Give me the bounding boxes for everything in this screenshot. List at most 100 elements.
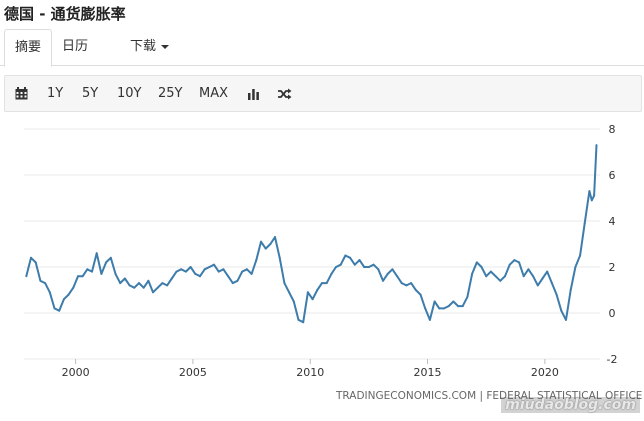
data-point: [236, 279, 239, 282]
tab-summary[interactable]: 摘要: [4, 29, 52, 67]
data-point: [457, 305, 460, 308]
data-point: [424, 307, 427, 310]
calendar-icon[interactable]: [15, 76, 28, 111]
y-tick-label: 6: [609, 169, 616, 182]
data-point: [48, 291, 51, 294]
data-point: [325, 282, 328, 285]
data-point: [499, 279, 502, 282]
data-point: [133, 286, 136, 289]
data-point: [579, 254, 582, 257]
data-point: [198, 275, 201, 278]
data-point: [53, 307, 56, 310]
data-point: [590, 199, 593, 202]
data-point: [320, 282, 323, 285]
caret-down-icon: [161, 44, 170, 49]
data-point: [203, 268, 206, 271]
data-point: [433, 300, 436, 303]
data-point: [292, 300, 295, 303]
data-point: [410, 282, 413, 285]
data-point: [184, 270, 187, 273]
chart-area: -2 0 2 4 6 8 2000 2005 2010 2015 2020 TRADINGECON…: [0, 111, 644, 417]
data-point: [447, 305, 450, 308]
data-point: [25, 275, 28, 278]
x-tick-label: 2010: [296, 366, 324, 379]
data-point: [466, 295, 469, 298]
data-point: [518, 261, 521, 264]
data-point: [330, 272, 333, 275]
data-point: [269, 243, 272, 245]
data-point: [574, 266, 577, 268]
data-point: [363, 266, 366, 268]
data-point: [264, 247, 267, 250]
data-point: [72, 286, 75, 289]
x-tick-label: 2020: [531, 366, 559, 379]
y-tick-label: 0: [609, 307, 616, 320]
data-point: [123, 277, 126, 280]
range-1y-button[interactable]: 1Y: [47, 86, 64, 101]
data-point: [255, 259, 258, 262]
data-point: [419, 293, 422, 296]
data-point: [386, 272, 389, 275]
data-point: [128, 284, 131, 287]
data-point: [564, 318, 567, 321]
data-point: [485, 275, 488, 278]
data-point: [546, 270, 549, 273]
data-point: [494, 275, 497, 278]
data-point: [58, 309, 61, 312]
x-tick-label: 2005: [179, 366, 207, 379]
data-point: [560, 309, 563, 312]
data-point: [489, 270, 492, 273]
data-point: [344, 254, 347, 257]
data-point: [353, 263, 356, 266]
shuffle-icon[interactable]: [278, 76, 292, 111]
data-point: [170, 277, 173, 280]
bar-chart-icon[interactable]: [247, 76, 260, 111]
data-point: [372, 263, 375, 266]
x-axis-ticks: 2000 2005 2010 2015 2020: [62, 359, 559, 379]
y-tick-label: 8: [609, 123, 616, 136]
source-credit: TRADINGECONOMICS.COM | FEDERAL STATISTIC…: [335, 390, 642, 402]
data-point: [245, 268, 248, 271]
data-point: [381, 279, 384, 282]
data-point: [274, 236, 277, 239]
data-point: [550, 282, 553, 285]
data-point: [161, 282, 164, 285]
data-point: [513, 259, 516, 262]
data-point: [583, 222, 586, 225]
data-point: [297, 318, 300, 321]
data-point: [569, 289, 572, 291]
data-point: [311, 298, 314, 301]
data-point: [588, 190, 591, 193]
data-point: [396, 275, 399, 278]
range-max-button[interactable]: MAX: [199, 86, 229, 101]
data-point: [231, 282, 234, 285]
data-point: [30, 256, 33, 259]
data-point: [259, 240, 262, 243]
data-point: [222, 268, 225, 271]
chart-toolbar: 1Y 5Y 10Y 25Y MAX: [4, 75, 642, 112]
y-axis-ticks: -2 0 2 4 6 8: [607, 123, 618, 366]
tab-download[interactable]: 下载: [130, 29, 170, 65]
data-point: [152, 291, 155, 294]
range-10y-button[interactable]: 10Y: [117, 86, 142, 101]
data-point: [67, 293, 70, 296]
data-point: [522, 275, 525, 278]
data-point: [288, 291, 291, 294]
data-point: [442, 307, 445, 310]
data-point: [105, 261, 108, 264]
data-point: [400, 282, 403, 285]
data-point: [306, 291, 309, 294]
x-tick-label: 2015: [414, 366, 442, 379]
data-point: [283, 282, 286, 285]
tab-bar: 摘要 日历 下载: [0, 29, 644, 67]
data-point: [358, 259, 361, 262]
range-25y-button[interactable]: 25Y: [158, 86, 183, 101]
tab-calendar[interactable]: 日历: [62, 39, 89, 54]
data-point: [76, 275, 79, 278]
range-5y-button[interactable]: 5Y: [82, 86, 99, 101]
data-point: [377, 268, 380, 271]
tab-download-label: 下载: [130, 39, 157, 54]
page-title: 德国 - 通货膨胀率: [4, 5, 126, 23]
data-point: [91, 270, 94, 273]
y-tick-label: 2: [609, 261, 616, 274]
